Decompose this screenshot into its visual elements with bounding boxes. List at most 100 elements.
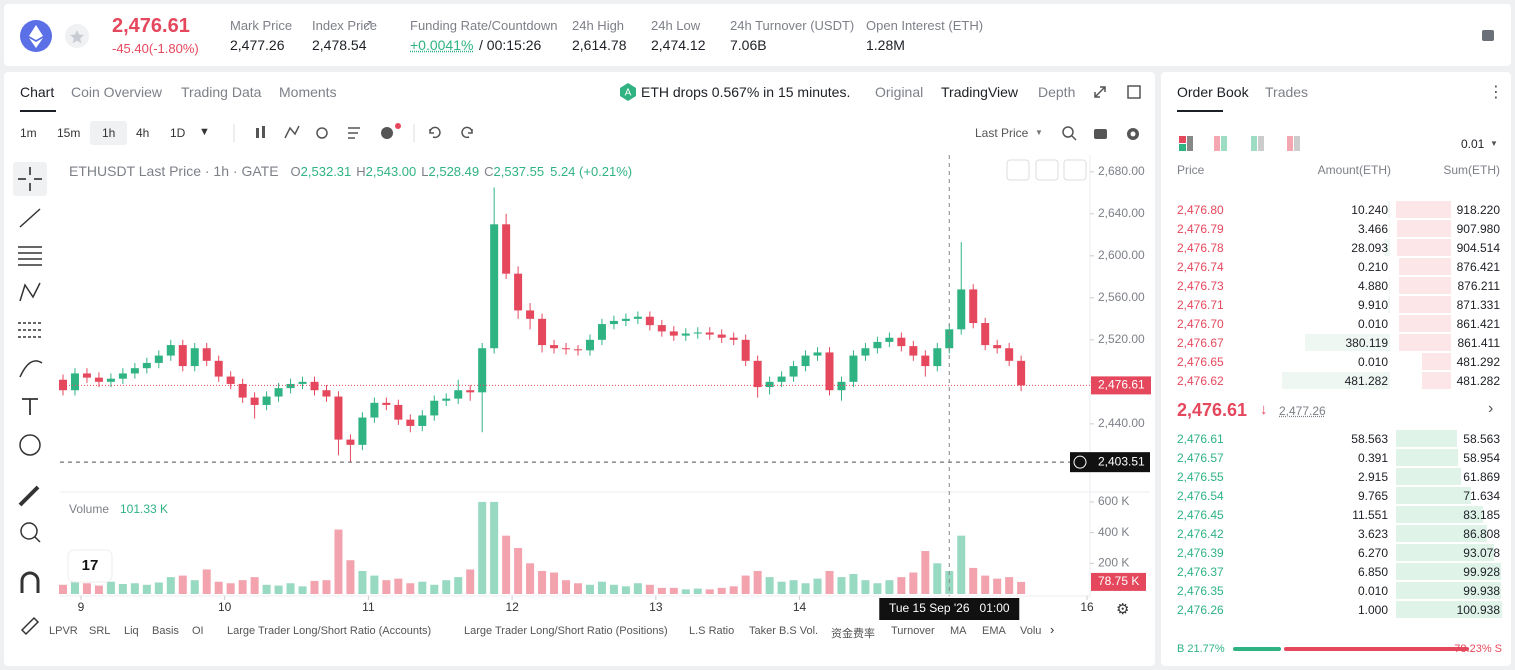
volume-bar: [430, 584, 439, 594]
book-price: 2,476.79: [1177, 222, 1224, 236]
candle-body: [514, 273, 523, 311]
indicator[interactable]: LPVR: [49, 625, 78, 637]
volume-bar: [238, 580, 247, 594]
indicator[interactable]: Large Trader Long/Short Ratio (Accounts): [227, 625, 432, 637]
indicator[interactable]: Basis: [152, 625, 179, 637]
interval[interactable]: 1h: [102, 126, 116, 140]
candle-body: [621, 318, 630, 321]
candle-body: [861, 348, 870, 356]
window-icons[interactable]: [1090, 82, 1150, 102]
view-tab[interactable]: Original: [875, 84, 924, 100]
order-book-tab[interactable]: Order Book: [1177, 84, 1249, 100]
settings-icon[interactable]: ⚙: [1116, 601, 1130, 618]
x-tick-label: 14: [793, 600, 807, 614]
volume-bar: [933, 563, 942, 594]
tool-icons[interactable]: [1060, 124, 1145, 144]
view-tab[interactable]: TradingView: [941, 84, 1019, 100]
candle-body: [202, 348, 211, 361]
volume-bar: [705, 589, 714, 594]
volume-bar: [214, 581, 223, 594]
book-amount: 481.282: [1344, 374, 1388, 388]
interval[interactable]: 15m: [57, 126, 81, 140]
indicator[interactable]: Liq: [124, 625, 139, 637]
candle-body: [885, 337, 894, 342]
news[interactable]: ETH drops 0.567% in 15 minutes.: [641, 84, 851, 100]
book-price: 2,476.74: [1177, 260, 1224, 274]
candle-body: [94, 377, 103, 382]
volume-bar: [178, 575, 187, 594]
indicator[interactable]: 资金费率: [831, 628, 875, 640]
indicator[interactable]: Taker B.S Vol.: [749, 625, 819, 637]
sum-bar: [1398, 258, 1451, 275]
chart-tab[interactable]: Trading Data: [181, 84, 262, 100]
drawing-tools[interactable]: [0, 155, 60, 655]
volume-bar: [406, 583, 415, 594]
interval-dropdown[interactable]: ▼: [199, 126, 210, 138]
volume-bar: [70, 580, 79, 594]
book-amount: 3.466: [1357, 222, 1388, 236]
candle-body: [442, 398, 451, 401]
precision-caret[interactable]: ▼: [1490, 139, 1498, 148]
price-type[interactable]: Last Price: [975, 126, 1029, 140]
candle-body: [82, 373, 91, 378]
ohlc-change: 5.24 (+0.21%): [550, 164, 633, 179]
candle-body: [669, 331, 678, 336]
candle-body: [274, 388, 283, 397]
chart-button[interactable]: [1006, 159, 1030, 181]
volume-bar: [657, 587, 666, 594]
chart-tab[interactable]: Chart: [20, 84, 55, 100]
y-tick-label: 2,680.00: [1098, 164, 1145, 178]
candle-body: [789, 366, 798, 377]
volume-bar: [681, 589, 690, 594]
book-sum: 918.220: [1456, 203, 1500, 217]
sum-bar: [1396, 487, 1472, 504]
chart-tab[interactable]: Coin Overview: [71, 84, 163, 100]
book-sum: 83.185: [1463, 508, 1500, 522]
more-icon[interactable]: ⋮: [1488, 84, 1504, 101]
indicator[interactable]: EMA: [982, 625, 1006, 637]
candle-body: [490, 224, 499, 349]
mid-more[interactable]: ›: [1488, 400, 1494, 417]
book-view-icons[interactable]: [1175, 134, 1315, 154]
chart-tab[interactable]: Moments: [279, 84, 337, 100]
crosshair-price-box: [1070, 452, 1150, 473]
candle-body: [466, 390, 475, 393]
menu-icon[interactable]: [1478, 26, 1498, 46]
last-volume-label: 78.75 K: [1098, 574, 1139, 588]
candle-body: [322, 390, 331, 397]
index-link-icon: ↗: [363, 17, 374, 31]
chart-button[interactable]: [1063, 159, 1087, 181]
volume-bar: [502, 535, 511, 594]
interval[interactable]: 4h: [136, 126, 150, 140]
candle-body: [717, 334, 726, 338]
col-price: Price: [1177, 163, 1205, 177]
interval[interactable]: 1m: [20, 126, 37, 140]
indicator[interactable]: SRL: [89, 625, 111, 637]
indicators-more[interactable]: ›: [1050, 622, 1055, 637]
stat-countdown: / 00:15:26: [479, 37, 542, 53]
indicator[interactable]: Volu: [1020, 625, 1042, 637]
interval[interactable]: 1D: [170, 126, 186, 140]
chart-button[interactable]: [1035, 159, 1059, 181]
candle-body: [562, 348, 571, 350]
y-tick-label: 2,440.00: [1098, 416, 1145, 430]
indicator[interactable]: Large Trader Long/Short Ratio (Positions…: [464, 625, 668, 637]
col-amount: Amount(ETH): [1317, 163, 1391, 177]
volume-bar: [573, 583, 582, 594]
volume-value: 101.33 K: [120, 502, 169, 516]
book-amount: 0.010: [1357, 355, 1388, 369]
view-tab[interactable]: Depth: [1038, 84, 1076, 100]
indicator[interactable]: L.S Ratio: [689, 625, 735, 637]
precision[interactable]: 0.01: [1461, 137, 1485, 151]
price-type-caret[interactable]: ▼: [1035, 128, 1043, 137]
trades-tab[interactable]: Trades: [1265, 84, 1309, 100]
book-price: 2,476.80: [1177, 203, 1224, 217]
candle-body: [1017, 360, 1026, 386]
candle-body: [166, 345, 175, 356]
candle-body: [681, 333, 690, 336]
indicator[interactable]: OI: [192, 625, 204, 637]
indicator[interactable]: MA: [950, 625, 967, 637]
indicator[interactable]: Turnover: [891, 625, 935, 637]
volume-bar: [298, 586, 307, 594]
book-sum: 861.411: [1457, 336, 1501, 350]
